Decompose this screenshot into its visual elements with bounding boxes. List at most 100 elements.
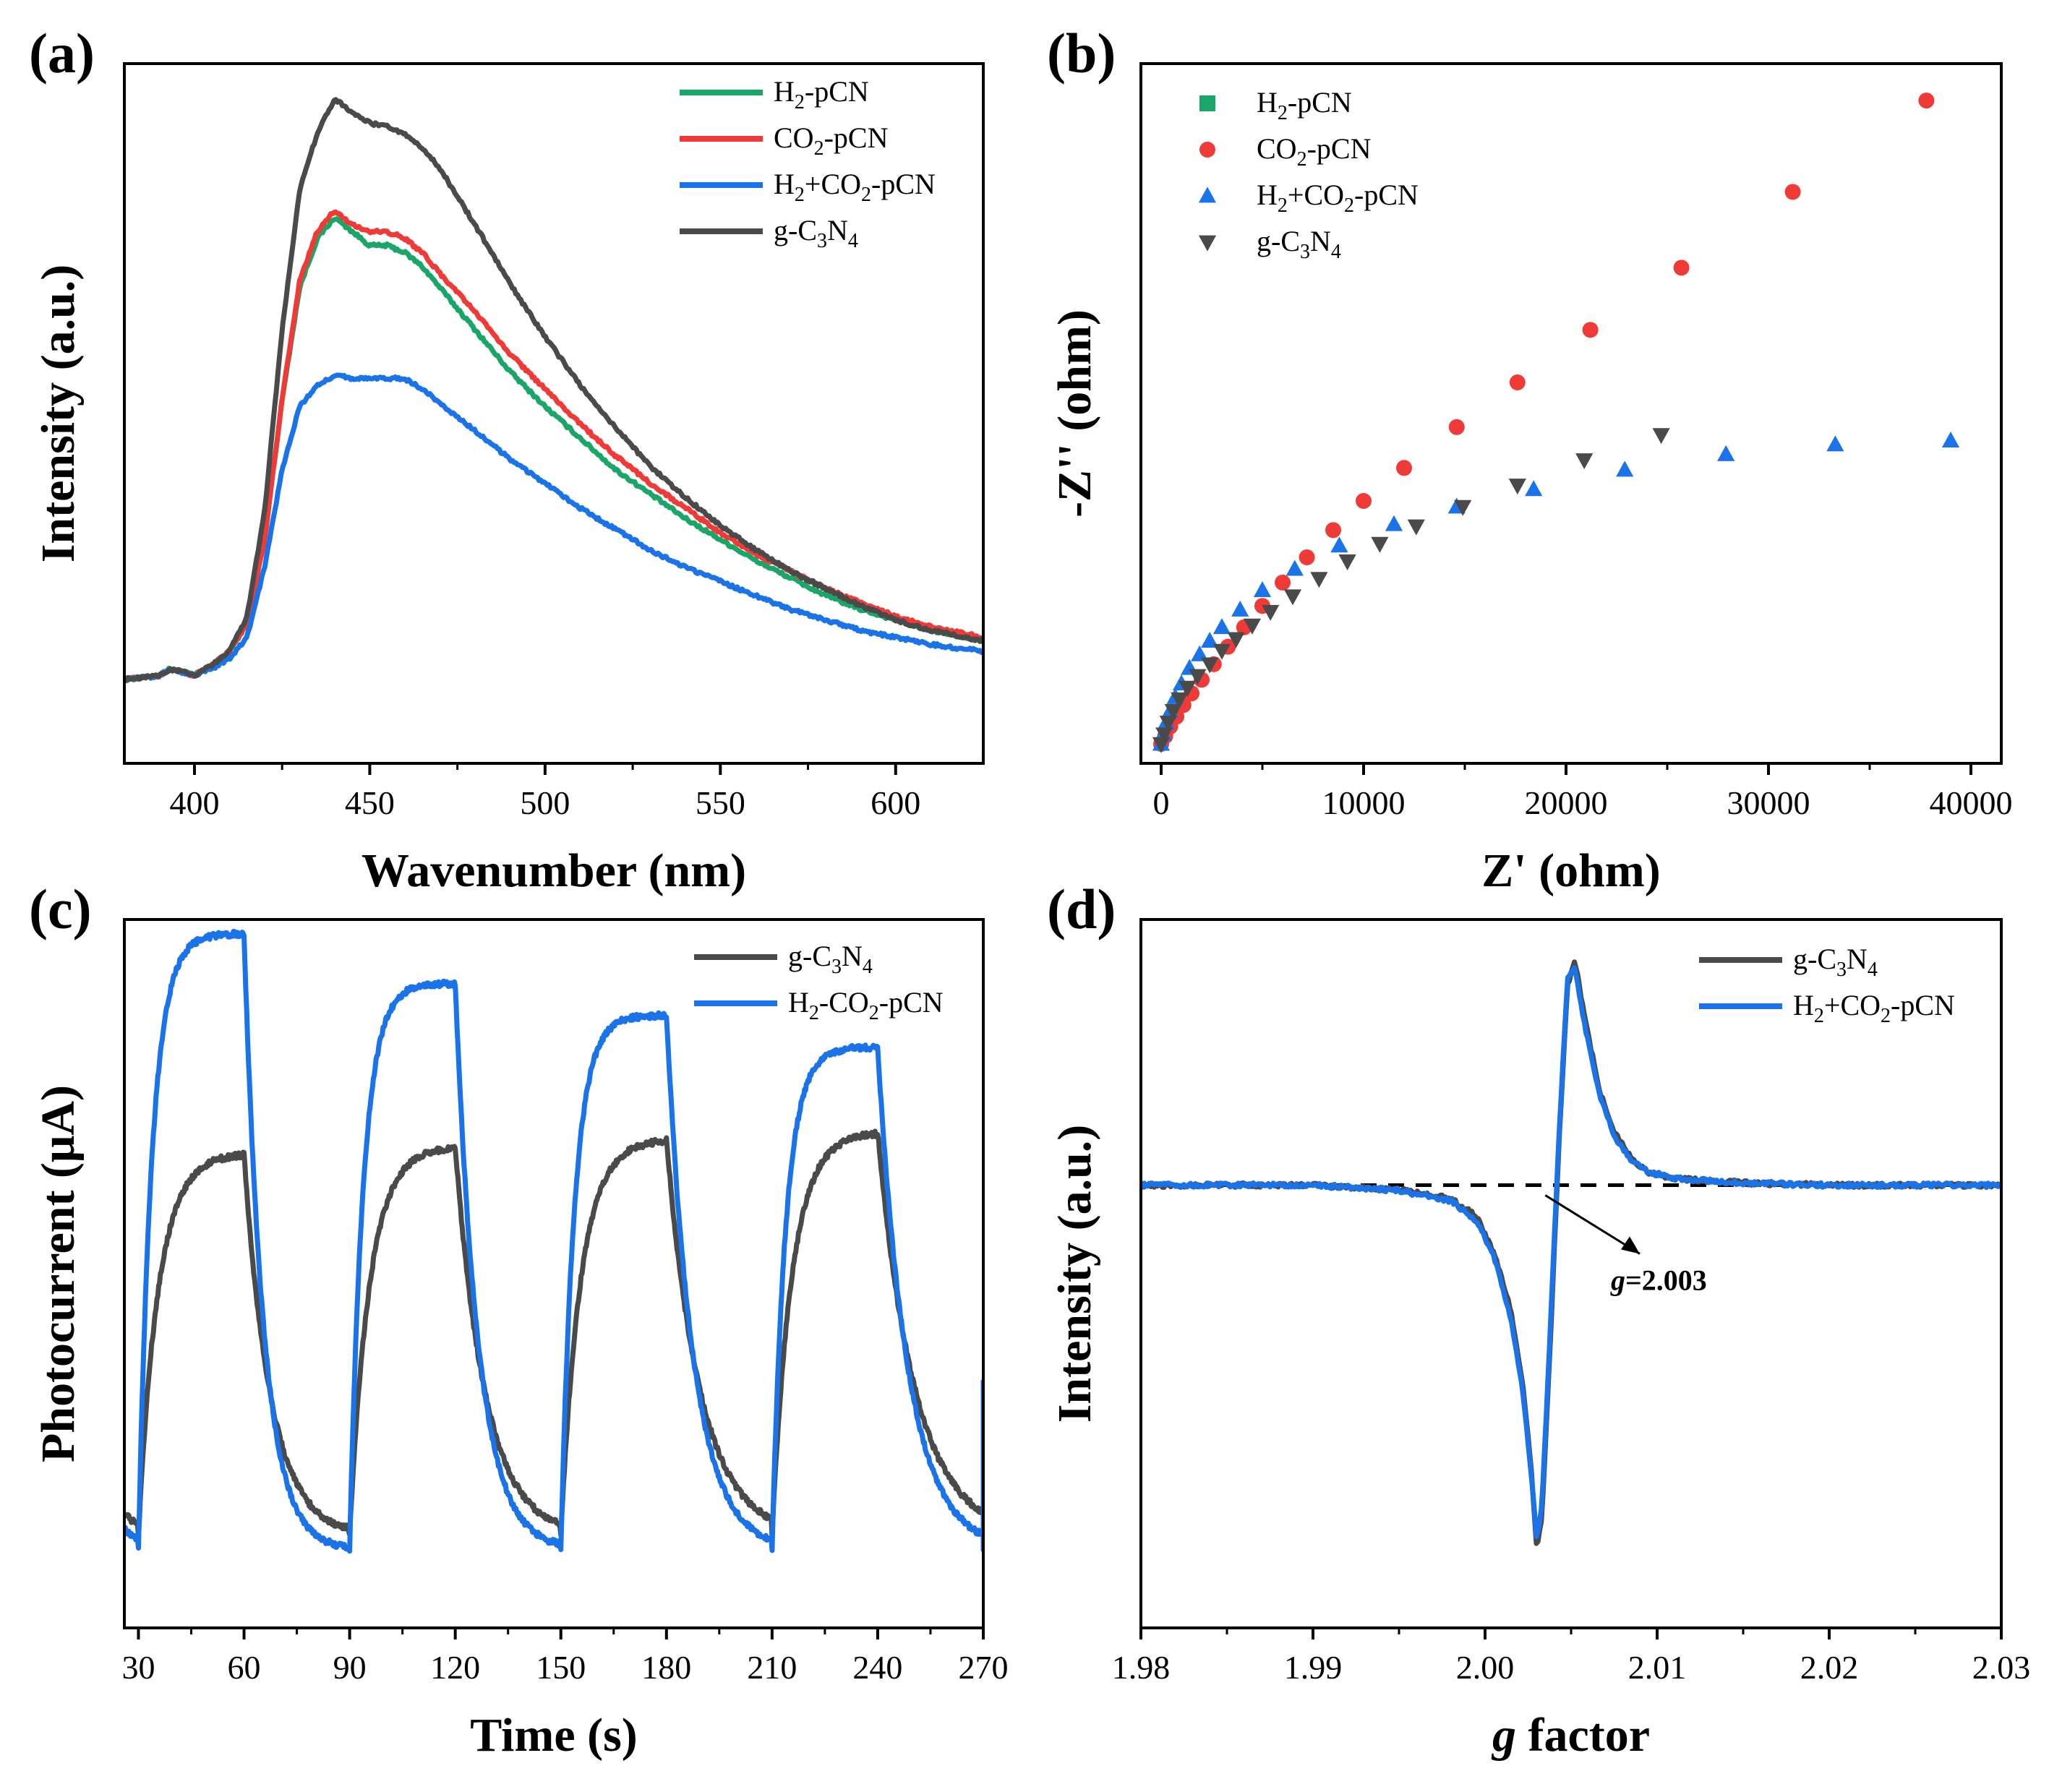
legend-label-g-c3n4: g-C3N4 [1793,943,1878,981]
point-co2-pcn-12 [1299,549,1315,565]
point-h2-co2-pcn-20 [1941,431,1960,447]
legend-label-g-c3n4: g-C3N4 [1257,225,1341,263]
x-tick-label: 0 [1153,784,1170,821]
panel-a: 400 450 500 550 600 Wavenumber (nm) Intensity … [29,22,985,897]
legend-label-h2-co2-pcn: H2-CO2-pCN [788,986,944,1024]
legend-a: H2-pCN CO2-pCN H2+CO2-pCN g-C3N4 [680,75,936,252]
point-co2-pcn-13 [1325,522,1341,539]
point-co2-pcn-21 [1918,93,1935,109]
point-g-c3n4-4 [1171,692,1189,708]
point-h2-co2-pcn-12 [1286,560,1304,576]
point-h2-co2-pcn-19 [1826,435,1844,452]
x-tick-label: 90 [333,1649,367,1686]
panel-label-c: (c) [29,878,92,940]
x-axis-label: Wavenumber (nm) [362,844,746,897]
plot-area-a [124,97,983,684]
point-h2-co2-pcn-8 [1201,631,1219,648]
point-g-c3n4-6 [1189,669,1207,685]
point-g-c3n4-9 [1227,632,1245,648]
x-tick-label: 1.99 [1284,1649,1343,1686]
point-g-c3n4-7 [1201,657,1219,674]
legend-marker-co2-pcn [1199,142,1215,158]
x-tick-label: 450 [345,784,395,821]
point-h2-co2-pcn-9 [1212,618,1231,635]
point-g-c3n4-12 [1283,589,1302,606]
point-h2-co2-pcn-13 [1330,536,1348,553]
line-g-c3n4 [124,97,983,684]
line-h2-co2-pcn [1141,965,2001,1540]
x-tick-label: 2.00 [1456,1649,1515,1686]
axes-frame-a [123,62,985,765]
legend-marker-g-c3n4 [1198,235,1217,252]
point-h2-co2-pcn-10 [1231,600,1249,617]
point-h2-co2-pcn-17 [1616,460,1634,477]
point-g-c3n4-3 [1164,704,1182,721]
point-g-c3n4-2 [1159,716,1177,732]
x-axis-label: g factor [1491,1709,1650,1762]
point-co2-pcn-11 [1275,574,1291,591]
point-g-c3n4-16 [1407,519,1425,536]
point-g-c3n4-15 [1371,536,1389,553]
x-tick-label: 40000 [1930,784,2013,821]
point-g-c3n4-8 [1212,643,1231,660]
legend-marker-h2-co2-pcn [1198,187,1217,203]
annotation-g-value: g=2.003 [1610,1264,1707,1297]
legend-d: g-C3N4 H2+CO2-pCN [1699,943,1955,1027]
point-g-c3n4-11 [1262,604,1280,621]
panel-b: 0 10000 20000 30000 40000 Z' (ohm) -Z'' (ohm) (… [1047,22,2013,897]
x-tick-label: 180 [641,1649,691,1686]
panel-c: 30 60 90 120 150 180 210 240 270 Time (s) Photocur… [29,878,1009,1762]
point-g-c3n4-19 [1575,453,1594,470]
axes-frame-c [123,918,985,1629]
point-g-c3n4-18 [1508,479,1526,495]
point-co2-pcn-16 [1448,419,1465,435]
x-tick-label: 30 [121,1649,155,1686]
x-tick-label: 120 [430,1649,480,1686]
y-axis-label: -Z'' (ohm) [1048,309,1101,518]
point-h2-co2-pcn-18 [1717,445,1735,461]
legend-label-co2-pcn: CO2-pCN [1257,132,1371,171]
legend-b: H2-pCN CO2-pCN H2+CO2-pCN g-C3N4 [1198,86,1419,263]
legend-label-h2-co2-pcn: H2+CO2-pCN [1793,989,1955,1027]
point-g-c3n4-10 [1243,618,1262,635]
y-axis-label: Intensity (a.u.) [1048,1125,1101,1423]
point-g-c3n4-17 [1454,500,1472,516]
point-h2-co2-pcn-14 [1385,515,1403,531]
x-axis-label: Time (s) [470,1709,638,1762]
point-h2-co2-pcn-11 [1253,581,1272,598]
point-co2-pcn-18 [1582,322,1599,338]
point-co2-pcn-17 [1509,374,1526,390]
x-tick-label: 150 [536,1649,586,1686]
point-co2-pcn-20 [1784,184,1801,200]
x-tick-label: 10000 [1322,784,1406,821]
line-h2-co2-pcn [124,372,983,683]
legend-label-h2-co2-pcn: H2+CO2-pCN [1257,179,1419,217]
line-g-c3n4 [1141,959,2001,1546]
panel-label-d: (d) [1047,878,1116,940]
x-tick-label: 2.01 [1628,1649,1687,1686]
legend-label-co2-pcn: CO2-pCN [774,121,888,160]
point-g-c3n4-0 [1152,737,1171,753]
point-h2-co2-pcn-16 [1525,480,1543,497]
x-tick-label: 20000 [1525,784,1608,821]
x-tick-label: 500 [520,784,570,821]
x-tick-label: 600 [870,784,920,821]
point-g-c3n4-14 [1338,554,1356,571]
y-axis-label: Photocurrent (μA) [32,1085,85,1462]
panel-label-a: (a) [29,22,95,85]
legend-label-h2-pcn: H2-pCN [1257,86,1352,124]
x-tick-label: 210 [747,1649,797,1686]
point-g-c3n4-20 [1652,428,1670,445]
legend-label-h2-pcn: H2-pCN [774,75,869,113]
x-tick-label: 2.02 [1800,1649,1859,1686]
x-tick-label: 550 [696,784,745,821]
plot-area-d [1141,959,2001,1546]
plot-area-b [1152,93,1960,753]
point-g-c3n4-5 [1179,680,1197,697]
x-tick-label: 400 [169,784,219,821]
point-h2-co2-pcn-7 [1191,645,1209,661]
point-co2-pcn-19 [1673,260,1690,276]
line-h2-co2-pcn [124,928,983,1554]
point-co2-pcn-15 [1396,460,1412,476]
